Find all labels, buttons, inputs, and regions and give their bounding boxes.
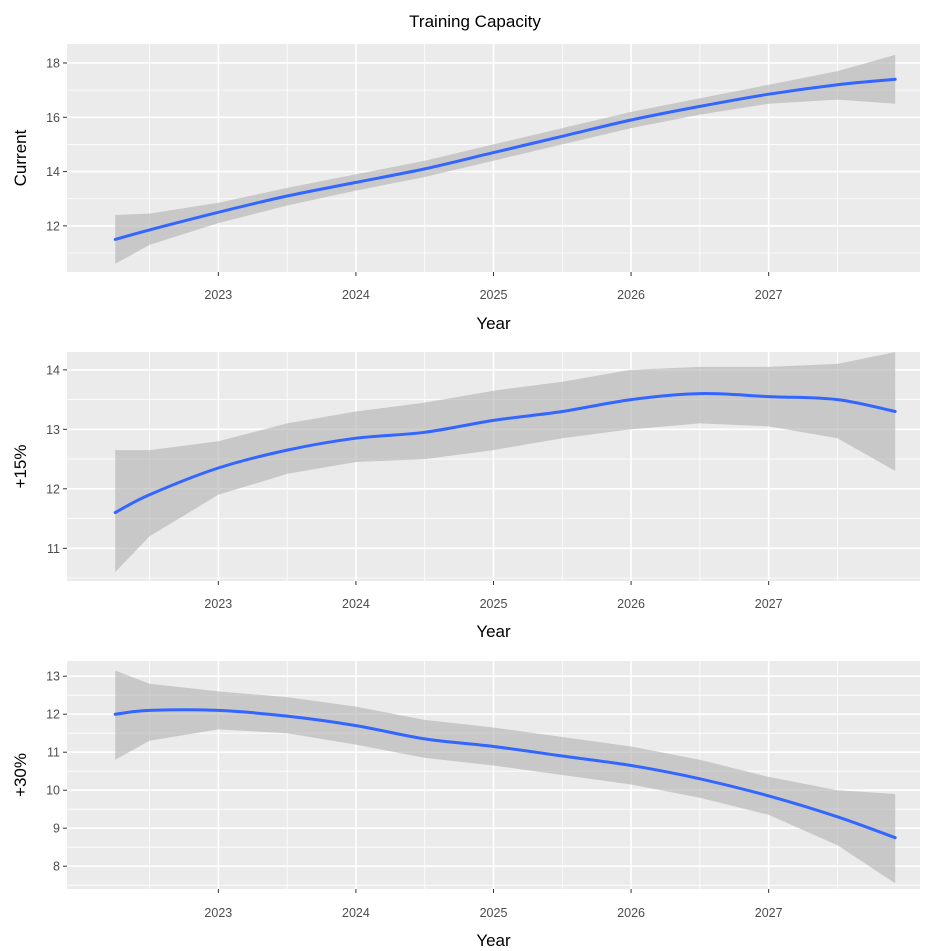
y-tick-label: 11 bbox=[47, 746, 60, 760]
confidence-band-plus30 bbox=[115, 670, 896, 884]
x-tick-label: 2026 bbox=[617, 597, 645, 611]
y-tick-label: 14 bbox=[46, 165, 60, 179]
x-tick-label: 2025 bbox=[480, 906, 508, 920]
x-tick-label: 2026 bbox=[617, 288, 645, 302]
y-tick-label: 12 bbox=[46, 482, 60, 496]
panel-plus30: 2023 2024 2025 2026 2027 8 9 10 11 12 13 Year +30% bbox=[11, 661, 920, 950]
y-tick-label: 18 bbox=[46, 57, 60, 71]
x-axis-label: Year bbox=[476, 622, 511, 641]
y-tick-label: 16 bbox=[46, 111, 60, 125]
y-tick-label: 8 bbox=[53, 860, 60, 874]
trend-line-plus30 bbox=[113, 708, 897, 840]
x-tick-label: 2027 bbox=[755, 906, 783, 920]
x-tick-label: 2027 bbox=[755, 288, 783, 302]
trend-line-plus15 bbox=[113, 392, 897, 515]
x-tick-label: 2023 bbox=[204, 288, 232, 302]
x-tick-label: 2023 bbox=[204, 906, 232, 920]
confidence-band-plus15 bbox=[115, 352, 896, 573]
y-tick-label: 13 bbox=[46, 670, 60, 684]
y-tick-label: 12 bbox=[46, 219, 60, 233]
x-tick-label: 2024 bbox=[342, 906, 370, 920]
x-tick-label: 2025 bbox=[480, 597, 508, 611]
y-tick-label: 11 bbox=[47, 542, 60, 556]
x-tick-label: 2027 bbox=[755, 597, 783, 611]
y-tick-label: 13 bbox=[46, 423, 60, 437]
x-axis-label: Year bbox=[476, 314, 511, 333]
trend-line-current bbox=[113, 77, 897, 241]
x-tick-label: 2024 bbox=[342, 288, 370, 302]
chart-title: Training Capacity bbox=[409, 12, 541, 31]
x-axis-label: Year bbox=[476, 931, 511, 950]
y-tick-label: 12 bbox=[46, 708, 60, 722]
x-tick-label: 2023 bbox=[204, 597, 232, 611]
y-tick-label: 10 bbox=[46, 784, 60, 798]
x-tick-label: 2026 bbox=[617, 906, 645, 920]
panel-current: 2023 2024 2025 2026 2027 12 14 16 18 Year Current bbox=[11, 44, 920, 333]
y-axis-label: +30% bbox=[11, 753, 30, 797]
panel-plus15: 2023 2024 2025 2026 2027 11 12 13 14 Year +15% bbox=[11, 352, 920, 641]
y-tick-label: 9 bbox=[53, 822, 60, 836]
x-tick-label: 2025 bbox=[480, 288, 508, 302]
x-tick-label: 2024 bbox=[342, 597, 370, 611]
y-axis-label: Current bbox=[11, 129, 30, 186]
y-tick-label: 14 bbox=[46, 363, 60, 377]
y-axis-label: +15% bbox=[11, 445, 30, 489]
chart-panels: 2023 2024 2025 2026 202712141618YearCurrent2… bbox=[11, 44, 920, 950]
